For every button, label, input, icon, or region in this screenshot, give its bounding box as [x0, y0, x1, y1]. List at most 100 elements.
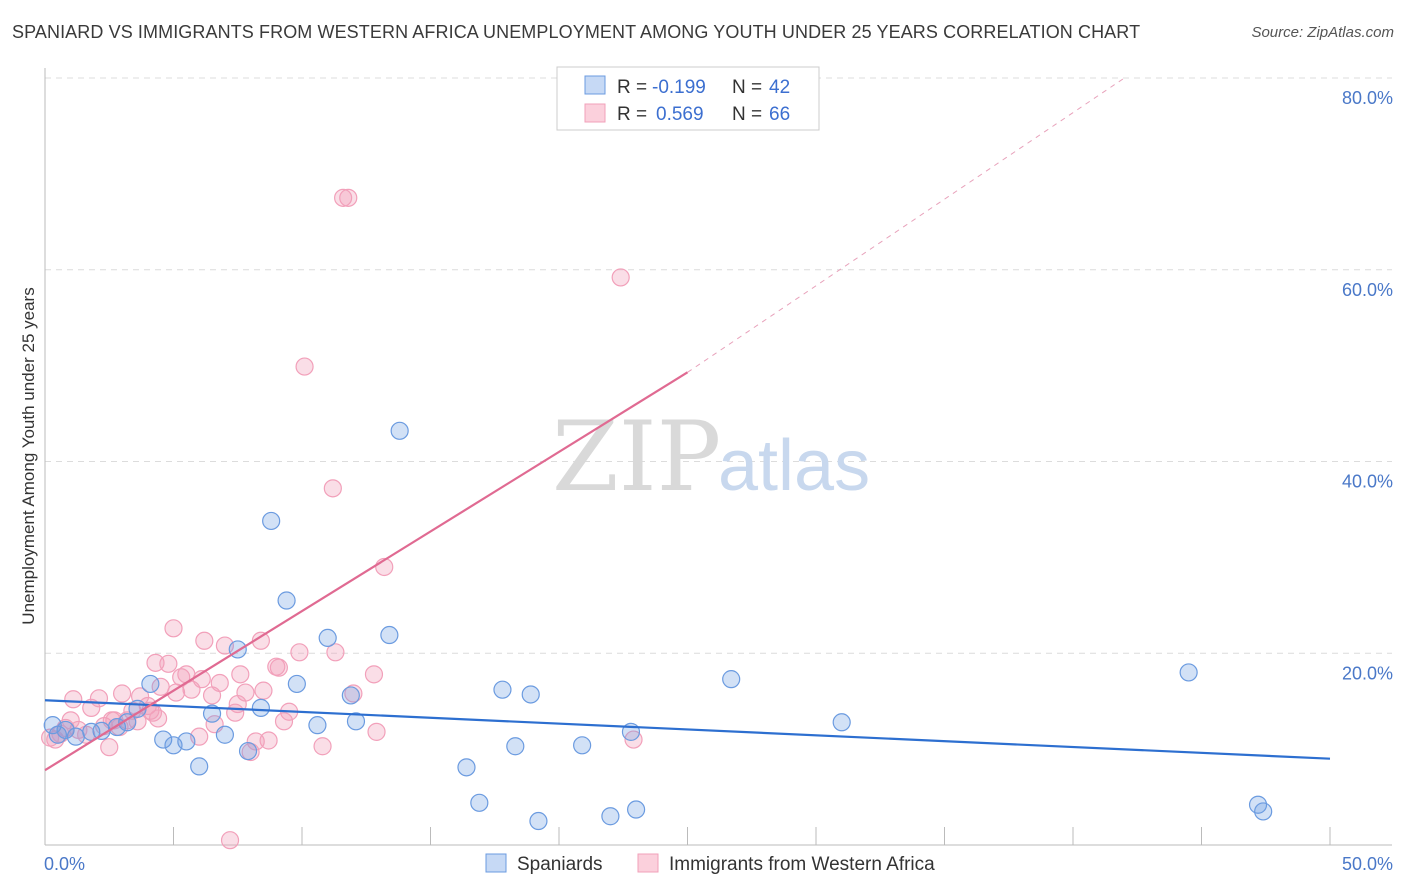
point-immigrants-8: [82, 698, 101, 717]
point-spaniards-13: [190, 757, 209, 776]
series-spaniards-points: [43, 421, 1273, 831]
point-immigrants-22: [146, 653, 165, 672]
legend-r-value-2: 0.569: [656, 104, 704, 125]
point-spaniards-35: [601, 807, 620, 826]
point-spaniards-10: [154, 730, 173, 749]
point-spaniards-37: [626, 800, 646, 819]
series-legend: Spaniards Immigrants from Western Africa: [485, 853, 935, 875]
point-spaniards-26: [380, 625, 399, 645]
y-axis-label: Unemployment Among Youth under 25 years: [19, 287, 38, 624]
legend-r-label-2: R =: [617, 104, 647, 125]
y-tick-label-60: 60.0%: [1342, 280, 1393, 300]
point-immigrants-42: [236, 683, 255, 702]
point-spaniards-12: [177, 732, 196, 751]
point-spaniards-17: [238, 741, 258, 761]
point-spaniards-25: [346, 712, 366, 731]
point-spaniards-27: [390, 421, 409, 440]
point-spaniards-3: [66, 727, 85, 746]
point-spaniards-33: [529, 811, 548, 831]
point-immigrants-56: [326, 643, 345, 662]
legend-r-value-1: -0.199: [652, 77, 706, 98]
series-immigrants-points: [41, 188, 643, 850]
point-immigrants-44: [246, 732, 265, 751]
point-immigrants-54: [313, 737, 332, 756]
point-spaniards-31: [506, 737, 525, 756]
point-spaniards-20: [277, 591, 296, 610]
legend-swatch-spaniards: [584, 75, 606, 95]
y-tick-label-40: 40.0%: [1342, 472, 1393, 492]
legend-r-label-1: R =: [617, 77, 647, 98]
point-immigrants-26: [164, 619, 183, 638]
point-spaniards-19: [262, 511, 281, 531]
watermark-zip: ZIP: [552, 401, 721, 513]
watermark-atlas: atlas: [718, 426, 870, 506]
bottom-legend-spaniards: Spaniards: [517, 854, 603, 875]
legend-n-value-1: 42: [769, 77, 790, 98]
legend-swatch-immigrants: [584, 103, 606, 123]
point-spaniards-38: [722, 670, 741, 689]
point-immigrants-11: [100, 738, 119, 757]
point-spaniards-21: [287, 674, 306, 694]
point-immigrants-53: [295, 357, 314, 376]
bottom-legend-swatch-immigrants: [637, 853, 659, 873]
trend-line-spaniards: [44, 699, 1331, 760]
legend-n-label-1: N =: [732, 77, 762, 98]
point-spaniards-2: [56, 720, 75, 740]
point-spaniards-18: [251, 698, 270, 717]
point-spaniards-42: [1254, 802, 1273, 821]
point-spaniards-39: [832, 713, 851, 732]
axes: [44, 68, 1392, 846]
trend-lines: [44, 77, 1331, 772]
point-spaniards-40: [1179, 663, 1198, 682]
point-immigrants-4: [61, 711, 80, 730]
point-immigrants-25: [159, 654, 178, 673]
chart-title: SPANIARD VS IMMIGRANTS FROM WESTERN AFRI…: [12, 22, 1141, 42]
point-spaniards-15: [215, 725, 234, 744]
bottom-legend-immigrants: Immigrants from Western Africa: [669, 854, 935, 875]
point-immigrants-52: [290, 643, 309, 662]
point-spaniards-23: [318, 628, 337, 648]
legend-n-value-2: 66: [769, 104, 790, 125]
x-tick-label-max: 50.0%: [1342, 854, 1393, 874]
point-immigrants-38: [220, 831, 240, 850]
point-immigrants-50: [274, 712, 294, 731]
legend-n-label-2: N =: [732, 104, 762, 125]
point-immigrants-57: [334, 188, 353, 207]
x-tick-label-min: 0.0%: [44, 854, 85, 874]
point-immigrants-55: [323, 479, 342, 498]
point-immigrants-5: [64, 690, 83, 709]
gridlines: [45, 77, 1392, 654]
point-spaniards-24: [341, 686, 360, 705]
point-spaniards-34: [573, 736, 592, 755]
point-immigrants-33: [195, 631, 214, 650]
point-immigrants-41: [231, 665, 250, 684]
y-tick-label-80: 80.0%: [1342, 88, 1393, 108]
point-immigrants-36: [210, 673, 229, 693]
point-immigrants-58: [339, 188, 358, 207]
point-immigrants-63: [611, 268, 630, 287]
bottom-legend-swatch-spaniards: [485, 853, 507, 873]
point-spaniards-22: [308, 716, 327, 735]
trend-line-immigrants-extension: [687, 77, 1125, 373]
point-spaniards-30: [493, 680, 512, 699]
point-spaniards-29: [470, 793, 489, 812]
y-tick-label-20: 20.0%: [1342, 663, 1393, 683]
point-immigrants-14: [112, 684, 132, 703]
correlation-legend: R = -0.199 N = 42 R = 0.569 N = 66: [556, 66, 820, 131]
point-spaniards-7: [118, 713, 137, 732]
point-immigrants-46: [254, 681, 273, 700]
tick-labels: 20.0% 40.0% 60.0% 80.0% 0.0% 50.0%: [44, 88, 1393, 874]
point-spaniards-14: [202, 704, 222, 723]
point-immigrants-9: [89, 689, 109, 708]
point-immigrants-23: [148, 709, 168, 728]
point-immigrants-59: [344, 684, 363, 703]
point-immigrants-60: [364, 665, 384, 684]
point-immigrants-61: [367, 722, 386, 741]
trend-line-immigrants: [44, 371, 689, 772]
source-credit: Source: ZipAtlas.com: [1251, 24, 1394, 41]
point-immigrants-47: [259, 731, 278, 750]
point-spaniards-32: [521, 685, 540, 704]
point-immigrants-49: [269, 658, 288, 677]
point-spaniards-9: [141, 674, 160, 694]
